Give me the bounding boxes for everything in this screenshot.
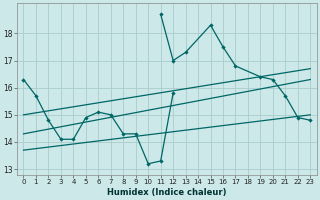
X-axis label: Humidex (Indice chaleur): Humidex (Indice chaleur) — [107, 188, 227, 197]
